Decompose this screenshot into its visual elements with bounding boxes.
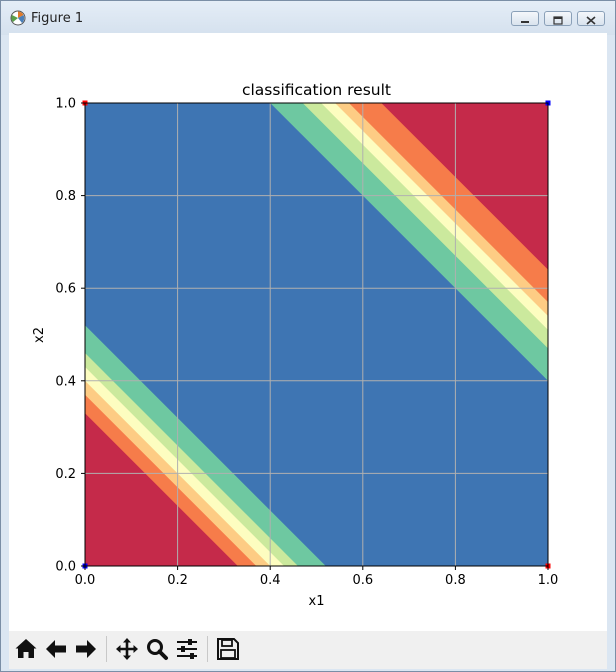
x-tick-label: 0.8 (445, 573, 466, 588)
contour-band-lower-left (85, 413, 238, 566)
chart-svg[interactable]: classification result 0.0 0.2 0.4 0.6 0.8 1.0… (9, 33, 607, 631)
window-title: Figure 1 (31, 11, 84, 26)
x-axis-ticks: 0.0 0.2 0.4 0.6 0.8 1.0 (75, 566, 559, 588)
arrow-right-icon (76, 640, 96, 658)
x-tick-label: 0.4 (260, 573, 281, 588)
close-icon (586, 16, 596, 25)
plot-frame (84, 102, 549, 567)
y-axis-ticks: 0.0 0.2 0.4 0.6 0.8 1.0 (55, 97, 85, 575)
x-tick-label: 0.0 (75, 573, 96, 588)
x-tick-label: 0.2 (167, 573, 188, 588)
move-arrows-icon (116, 638, 138, 660)
arrow-left-icon (46, 640, 66, 658)
x-axis-label: x1 (309, 594, 325, 609)
contour-band-upper-right (381, 103, 548, 270)
zoom-button[interactable] (142, 634, 172, 664)
title-bar[interactable]: Figure 1 (1, 1, 615, 35)
home-icon (15, 639, 37, 658)
maximize-button[interactable] (544, 11, 572, 26)
sliders-icon (177, 639, 197, 659)
x-tick-label: 0.6 (352, 573, 373, 588)
magnifier-icon (147, 639, 168, 660)
y-axis-label: x2 (32, 327, 47, 343)
matplotlib-app-icon (10, 10, 26, 26)
toolbar-separator (207, 636, 208, 662)
y-tick-label: 0.0 (55, 560, 76, 575)
figure-canvas[interactable]: classification result 0.0 0.2 0.4 0.6 0.8 1.0… (9, 33, 607, 631)
y-tick-label: 0.4 (55, 374, 76, 389)
forward-button[interactable] (71, 634, 101, 664)
navigation-toolbar (9, 631, 607, 669)
y-tick-label: 0.6 (55, 282, 76, 297)
chart-title: classification result (242, 81, 391, 99)
minimize-button[interactable] (511, 11, 539, 26)
floppy-disk-icon (217, 638, 239, 660)
toolbar-separator (106, 636, 107, 662)
pan-button[interactable] (112, 634, 142, 664)
back-button[interactable] (41, 634, 71, 664)
plot-area (85, 103, 548, 566)
x-tick-label: 1.0 (538, 573, 559, 588)
configure-subplots-button[interactable] (172, 634, 202, 664)
save-button[interactable] (213, 634, 243, 664)
y-tick-label: 1.0 (55, 97, 76, 112)
close-button[interactable] (577, 11, 605, 26)
home-button[interactable] (11, 634, 41, 664)
minimize-icon (521, 21, 529, 23)
y-tick-label: 0.8 (55, 189, 76, 204)
y-tick-label: 0.2 (55, 467, 76, 482)
maximize-icon (553, 16, 563, 25)
